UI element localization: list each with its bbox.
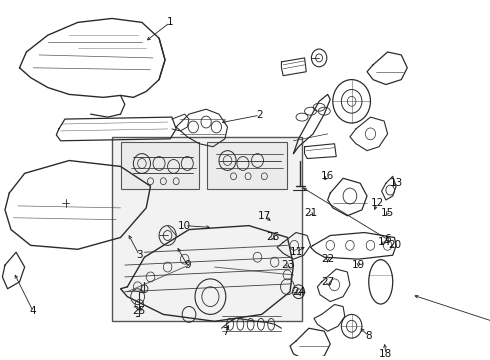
Text: 27: 27 <box>321 277 334 287</box>
Text: 23: 23 <box>281 260 294 270</box>
Text: 9: 9 <box>184 260 191 270</box>
Text: 22: 22 <box>321 254 334 264</box>
Text: 8: 8 <box>366 331 372 341</box>
Text: 7: 7 <box>221 327 228 337</box>
Bar <box>121 142 199 189</box>
Text: 15: 15 <box>381 208 394 218</box>
Text: 14: 14 <box>377 237 391 247</box>
Text: 25: 25 <box>133 306 146 316</box>
Text: 17: 17 <box>258 211 271 221</box>
Bar <box>207 142 287 189</box>
Text: 16: 16 <box>321 171 334 181</box>
Text: 19: 19 <box>352 260 365 270</box>
Text: 10: 10 <box>178 221 191 231</box>
Text: 24: 24 <box>292 287 305 297</box>
Text: 1: 1 <box>167 17 173 27</box>
Text: 2: 2 <box>257 110 263 120</box>
Text: 12: 12 <box>371 198 384 208</box>
Text: 20: 20 <box>388 240 401 250</box>
Bar <box>112 137 302 321</box>
Text: 18: 18 <box>379 349 392 359</box>
Text: 3: 3 <box>136 250 143 260</box>
Text: 6: 6 <box>384 234 391 244</box>
Text: 11: 11 <box>290 247 303 257</box>
Text: 4: 4 <box>30 306 37 316</box>
Text: 21: 21 <box>304 208 317 218</box>
Text: 26: 26 <box>266 233 279 243</box>
Text: 13: 13 <box>390 178 403 188</box>
